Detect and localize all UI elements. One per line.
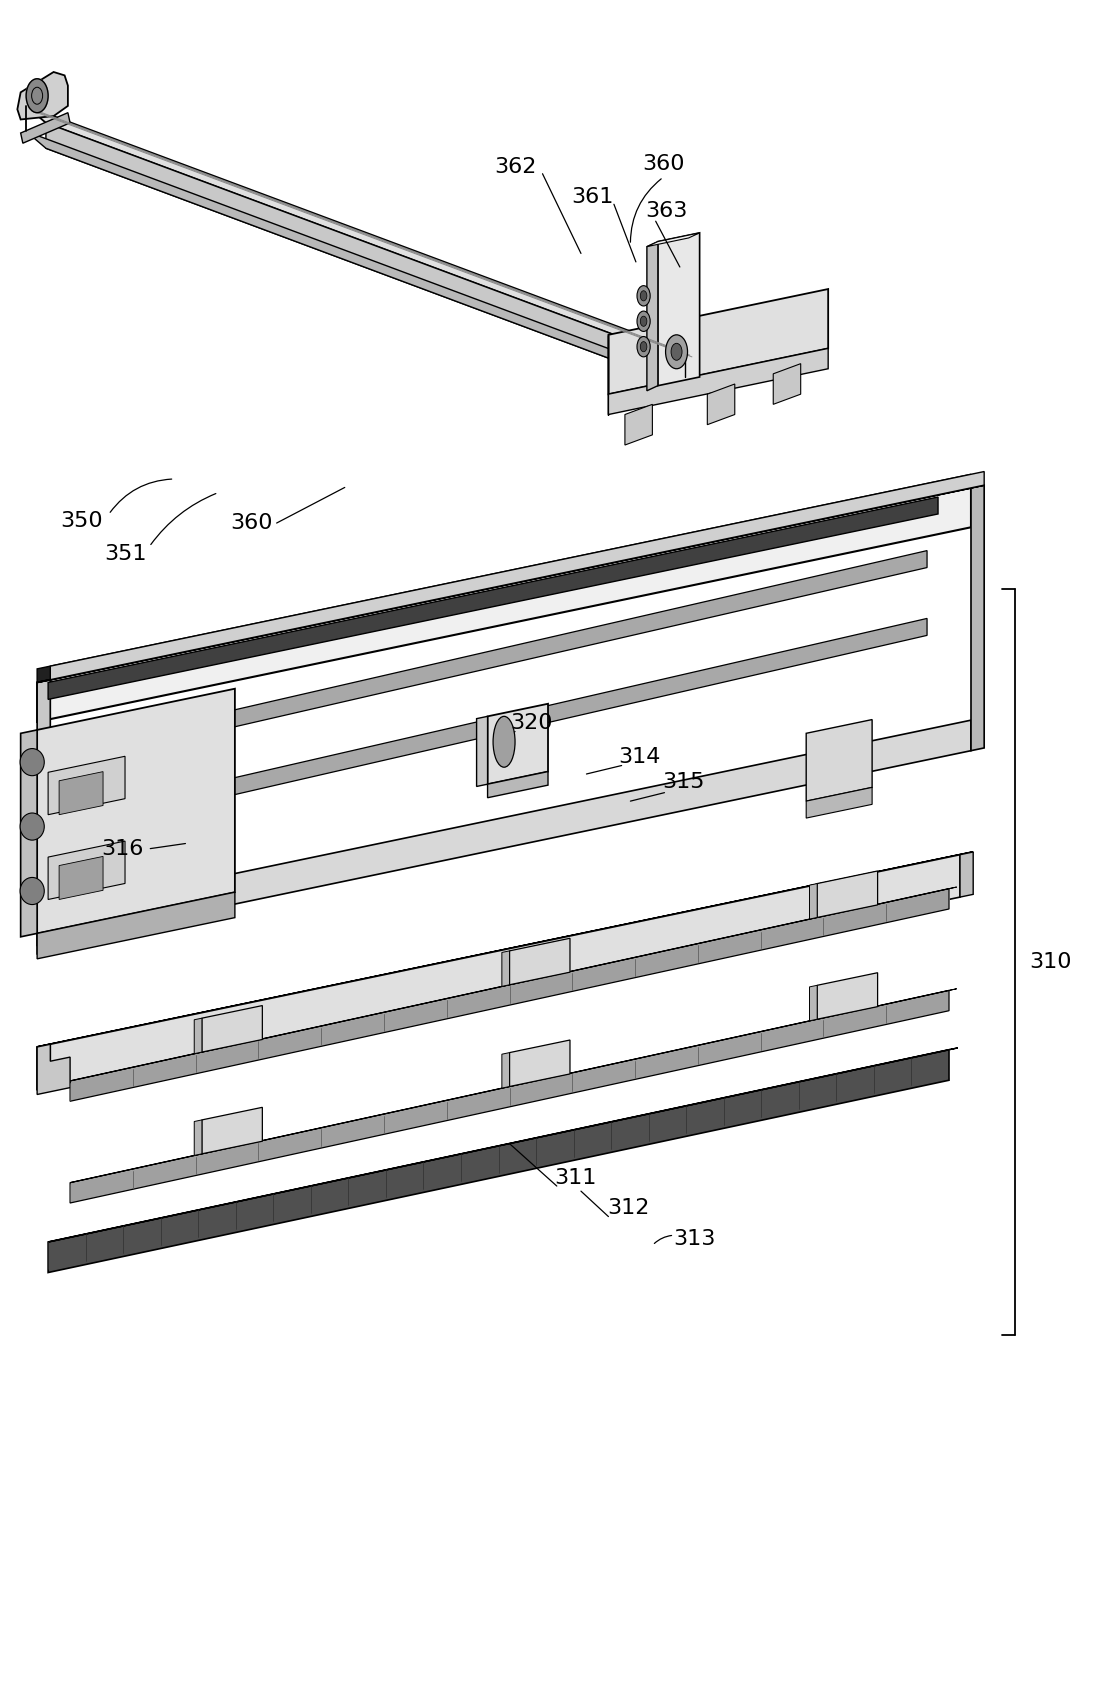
Polygon shape — [201, 1005, 262, 1051]
Polygon shape — [487, 704, 548, 784]
Polygon shape — [38, 1045, 70, 1094]
Text: 312: 312 — [607, 1198, 650, 1218]
Polygon shape — [194, 1019, 201, 1053]
Text: 362: 362 — [494, 157, 536, 177]
Polygon shape — [48, 757, 125, 815]
Text: 360: 360 — [642, 153, 684, 174]
Text: 310: 310 — [1028, 953, 1072, 973]
Text: 351: 351 — [104, 544, 146, 564]
Polygon shape — [38, 721, 971, 946]
Text: 350: 350 — [60, 511, 102, 532]
Polygon shape — [38, 1045, 50, 1089]
Polygon shape — [809, 884, 817, 918]
Polygon shape — [625, 404, 652, 445]
Polygon shape — [971, 486, 984, 751]
Polygon shape — [773, 363, 800, 404]
Polygon shape — [817, 871, 878, 917]
Polygon shape — [809, 985, 817, 1021]
Polygon shape — [707, 383, 735, 424]
Polygon shape — [806, 787, 872, 818]
Text: 363: 363 — [645, 201, 687, 222]
Polygon shape — [70, 888, 949, 1101]
Polygon shape — [48, 1048, 958, 1242]
Text: 315: 315 — [662, 772, 704, 792]
Polygon shape — [48, 1050, 949, 1273]
Polygon shape — [487, 772, 548, 797]
Polygon shape — [21, 112, 70, 143]
Text: 316: 316 — [102, 838, 144, 859]
Circle shape — [27, 78, 48, 112]
Circle shape — [637, 286, 650, 307]
Polygon shape — [817, 973, 878, 1019]
Polygon shape — [81, 550, 927, 762]
Ellipse shape — [20, 748, 44, 775]
Text: 361: 361 — [571, 187, 613, 208]
Polygon shape — [50, 472, 984, 680]
Polygon shape — [194, 1120, 201, 1155]
Polygon shape — [38, 487, 971, 722]
Polygon shape — [477, 716, 487, 787]
Polygon shape — [646, 242, 658, 390]
Polygon shape — [70, 888, 956, 1080]
Polygon shape — [38, 474, 971, 682]
Polygon shape — [45, 123, 705, 394]
Ellipse shape — [493, 716, 515, 767]
Polygon shape — [59, 857, 103, 900]
Text: 313: 313 — [673, 1229, 715, 1249]
Text: 320: 320 — [510, 714, 552, 733]
Ellipse shape — [20, 813, 44, 840]
Polygon shape — [70, 988, 956, 1183]
Polygon shape — [806, 719, 872, 801]
Polygon shape — [609, 348, 828, 414]
Polygon shape — [21, 729, 38, 937]
Polygon shape — [960, 852, 973, 896]
Polygon shape — [38, 855, 960, 1089]
Polygon shape — [609, 290, 828, 394]
Polygon shape — [81, 619, 927, 830]
Polygon shape — [201, 1108, 262, 1154]
Text: 314: 314 — [618, 746, 661, 767]
Polygon shape — [48, 842, 125, 900]
Polygon shape — [70, 990, 949, 1203]
Polygon shape — [38, 893, 235, 959]
Polygon shape — [18, 72, 68, 119]
Polygon shape — [646, 233, 700, 247]
Circle shape — [671, 343, 682, 360]
Polygon shape — [509, 1039, 570, 1087]
Circle shape — [640, 317, 646, 327]
Ellipse shape — [20, 878, 44, 905]
Polygon shape — [27, 131, 705, 394]
Polygon shape — [38, 486, 984, 682]
Polygon shape — [27, 106, 705, 368]
Text: 311: 311 — [555, 1167, 597, 1188]
Polygon shape — [38, 680, 50, 954]
Text: 360: 360 — [230, 513, 272, 533]
Circle shape — [637, 336, 650, 356]
Polygon shape — [501, 951, 509, 987]
Polygon shape — [509, 939, 570, 985]
Circle shape — [640, 341, 646, 351]
Polygon shape — [658, 233, 700, 385]
Circle shape — [637, 312, 650, 332]
Polygon shape — [38, 852, 973, 1046]
Polygon shape — [48, 498, 938, 699]
Circle shape — [665, 334, 687, 368]
Polygon shape — [59, 772, 103, 815]
Circle shape — [640, 291, 646, 302]
Polygon shape — [501, 1053, 509, 1089]
Polygon shape — [38, 688, 235, 934]
